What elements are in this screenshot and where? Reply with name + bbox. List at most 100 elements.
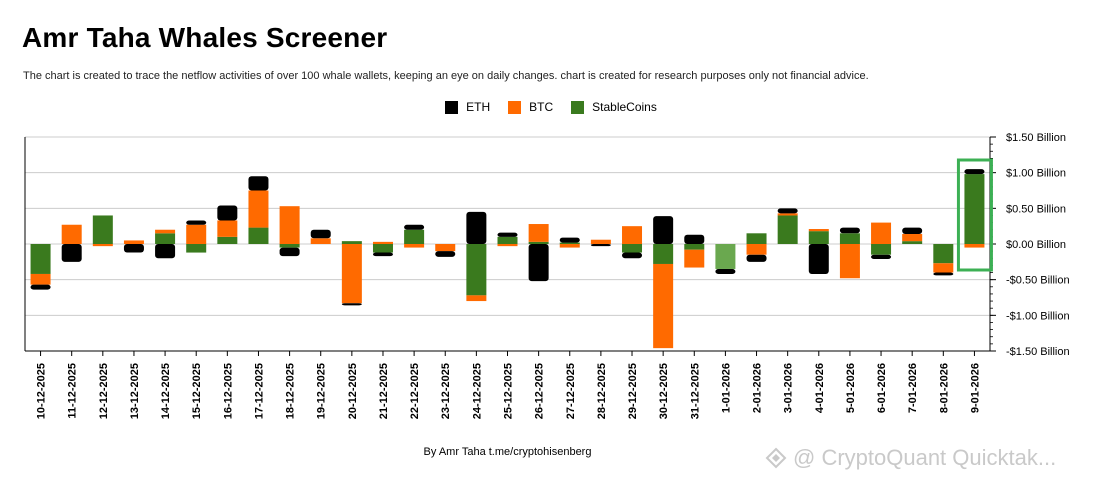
x-tick-label: 11-12-2025 (67, 363, 79, 419)
bar-eth-15-12-2025[interactable] (186, 220, 207, 225)
chart-subtitle: The chart is created to trace the netflo… (23, 70, 869, 82)
y-tick-label: -$1.00 Billion (1006, 310, 1070, 322)
bar-eth-17-12-2025[interactable] (248, 176, 269, 191)
bar-btc-2-01-2026[interactable] (746, 244, 767, 255)
bar-eth-3-01-2026[interactable] (777, 208, 798, 214)
bar-stable-20-12-2025[interactable] (341, 241, 362, 244)
bar-eth-25-12-2025[interactable] (497, 232, 518, 237)
bar-eth-28-12-2025[interactable] (590, 244, 611, 247)
bar-eth-2-01-2026[interactable] (746, 254, 767, 262)
bar-eth-9-01-2026[interactable] (964, 169, 985, 175)
bar-eth-13-12-2025[interactable] (123, 244, 144, 253)
bar-btc-12-12-2025[interactable] (92, 244, 113, 247)
bar-btc-31-12-2025[interactable] (684, 249, 705, 268)
bar-stable-17-12-2025[interactable] (248, 227, 269, 244)
bar-eth-27-12-2025[interactable] (559, 237, 580, 243)
bar-eth-8-01-2026[interactable] (933, 272, 954, 276)
bar-btc-23-12-2025[interactable] (435, 244, 456, 252)
x-tick-label: 3-01-2026 (783, 363, 795, 413)
bar-btc-5-01-2026[interactable] (839, 244, 860, 279)
bar-btc-20-12-2025[interactable] (341, 244, 362, 304)
bar-eth-19-12-2025[interactable] (310, 229, 331, 239)
bar-btc-18-12-2025[interactable] (279, 206, 300, 244)
bar-btc-16-12-2025[interactable] (217, 220, 238, 237)
bar-stable-3-01-2026[interactable] (777, 215, 798, 244)
bar-stable-29-12-2025[interactable] (622, 244, 643, 253)
x-tick-label: 21-12-2025 (378, 363, 390, 419)
chart-title: Amr Taha Whales Screener (22, 22, 388, 53)
bar-stable-15-12-2025[interactable] (186, 244, 207, 253)
bar-eth-31-12-2025[interactable] (684, 234, 705, 244)
bar-stable-14-12-2025[interactable] (155, 233, 176, 244)
bar-eth-23-12-2025[interactable] (435, 251, 456, 257)
bar-stable-18-12-2025[interactable] (279, 244, 300, 248)
bar-eth-18-12-2025[interactable] (279, 247, 300, 257)
bar-stable-26-12-2025[interactable] (528, 241, 549, 244)
bar-stable-25-12-2025[interactable] (497, 236, 518, 244)
legend-item-eth[interactable]: ETH (445, 100, 490, 114)
legend-swatch-eth (445, 100, 459, 114)
bar-stable-27-12-2025[interactable] (559, 242, 580, 244)
bar-eth-16-12-2025[interactable] (217, 205, 238, 221)
bar-stable-5-01-2026[interactable] (839, 233, 860, 244)
x-tick-label: 20-12-2025 (347, 363, 359, 419)
bar-eth-26-12-2025[interactable] (528, 244, 549, 282)
bar-eth-22-12-2025[interactable] (404, 224, 425, 230)
bar-eth-21-12-2025[interactable] (372, 252, 393, 257)
bar-btc-9-01-2026[interactable] (964, 244, 985, 248)
bar-eth-7-01-2026[interactable] (902, 227, 923, 235)
bar-stable-6-01-2026[interactable] (871, 244, 892, 255)
bar-stable-22-12-2025[interactable] (404, 229, 425, 244)
bar-btc-4-01-2026[interactable] (808, 229, 829, 232)
bar-btc-7-01-2026[interactable] (902, 234, 923, 242)
bar-stable-21-12-2025[interactable] (372, 244, 393, 253)
bar-eth-4-01-2026[interactable] (808, 244, 829, 274)
bar-btc-21-12-2025[interactable] (372, 241, 393, 244)
bar-btc-19-12-2025[interactable] (310, 238, 331, 244)
bar-btc-15-12-2025[interactable] (186, 224, 207, 244)
bar-btc-22-12-2025[interactable] (404, 244, 425, 248)
bar-stable-24-12-2025[interactable] (466, 244, 487, 296)
bar-stable-12-12-2025[interactable] (92, 215, 113, 244)
bar-btc-13-12-2025[interactable] (123, 240, 144, 244)
bar-btc-8-01-2026[interactable] (933, 263, 954, 273)
bar-eth-20-12-2025[interactable] (341, 303, 362, 306)
bar-eth-5-01-2026[interactable] (839, 227, 860, 234)
bar-stable-30-12-2025[interactable] (653, 244, 674, 264)
bar-eth-14-12-2025[interactable] (155, 244, 176, 259)
bar-btc-11-12-2025[interactable] (61, 224, 82, 244)
bar-eth-1-01-2026[interactable] (715, 268, 736, 274)
bar-eth-11-12-2025[interactable] (61, 244, 82, 262)
bar-stable-1-01-2026[interactable] (715, 244, 736, 269)
x-tick-label: 30-12-2025 (658, 363, 670, 419)
bar-btc-28-12-2025[interactable] (590, 239, 611, 244)
bar-stable-8-01-2026[interactable] (933, 244, 954, 264)
bar-stable-10-12-2025[interactable] (30, 244, 51, 274)
legend-item-btc[interactable]: BTC (508, 100, 553, 114)
bar-btc-25-12-2025[interactable] (497, 244, 518, 247)
bar-stable-7-01-2026[interactable] (902, 241, 923, 244)
bar-btc-26-12-2025[interactable] (528, 224, 549, 242)
bar-btc-27-12-2025[interactable] (559, 244, 580, 248)
bar-eth-24-12-2025[interactable] (466, 211, 487, 244)
bar-btc-6-01-2026[interactable] (871, 222, 892, 244)
x-tick-label: 14-12-2025 (160, 363, 172, 419)
legend-item-stablecoins[interactable]: StableCoins (571, 100, 657, 114)
bar-stable-16-12-2025[interactable] (217, 236, 238, 244)
bar-btc-30-12-2025[interactable] (653, 263, 674, 349)
bar-stable-4-01-2026[interactable] (808, 231, 829, 244)
bar-btc-3-01-2026[interactable] (777, 213, 798, 216)
cryptoquant-logo-icon (765, 447, 787, 469)
bar-btc-17-12-2025[interactable] (248, 190, 269, 228)
bar-eth-10-12-2025[interactable] (30, 284, 51, 290)
bar-eth-30-12-2025[interactable] (653, 216, 674, 244)
bar-eth-6-01-2026[interactable] (871, 254, 892, 259)
bar-stable-2-01-2026[interactable] (746, 233, 767, 244)
bar-eth-29-12-2025[interactable] (622, 252, 643, 259)
bar-stable-31-12-2025[interactable] (684, 244, 705, 250)
bar-btc-10-12-2025[interactable] (30, 273, 51, 285)
bar-btc-14-12-2025[interactable] (155, 229, 176, 234)
bar-btc-24-12-2025[interactable] (466, 295, 487, 302)
bar-btc-29-12-2025[interactable] (622, 226, 643, 244)
bar-stable-9-01-2026[interactable] (964, 174, 985, 244)
